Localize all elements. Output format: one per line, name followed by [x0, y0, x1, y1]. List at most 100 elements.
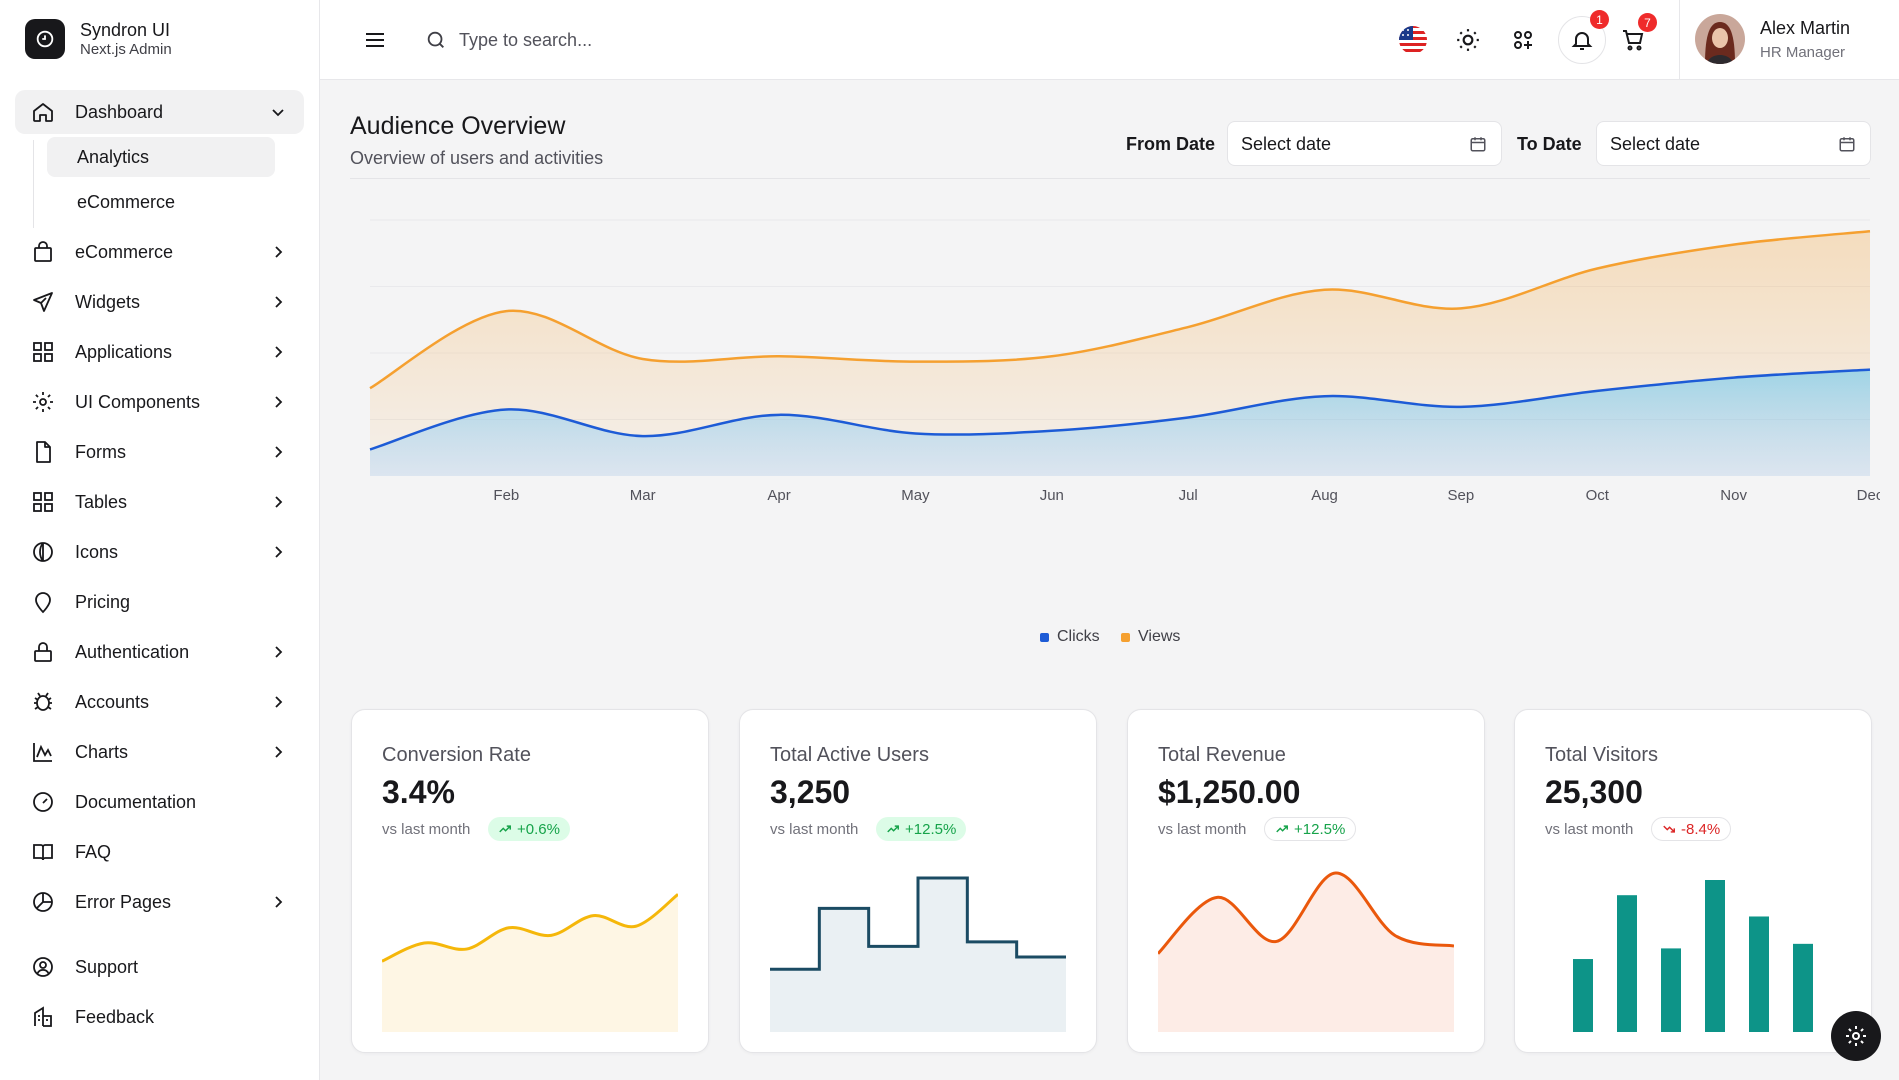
sidebar-subitem-ecommerce[interactable]: eCommerce	[77, 191, 176, 212]
gauge-icon	[33, 792, 53, 812]
sidebar-item-feedback[interactable]: Feedback	[15, 995, 304, 1039]
legend-item-clicks[interactable]: Clicks	[1040, 628, 1100, 646]
table-grid-icon	[33, 492, 53, 512]
sidebar-item-applications[interactable]: Applications	[15, 330, 304, 374]
chevron-right-icon	[275, 396, 283, 408]
sidebar-item-forms[interactable]: Forms	[15, 430, 304, 474]
from-date-picker[interactable]: Select date	[1227, 121, 1502, 166]
chevron-right-icon	[275, 646, 283, 658]
sidebar-item-faq[interactable]: FAQ	[15, 830, 304, 874]
from-date-label: From Date	[1126, 134, 1216, 154]
menu-toggle-button[interactable]	[355, 20, 395, 60]
bar	[1749, 916, 1769, 1032]
search-input[interactable]	[459, 29, 799, 51]
sidebar-item-label: Accounts	[75, 691, 150, 712]
bell-icon	[1571, 32, 1593, 50]
line-chart-icon	[33, 743, 52, 762]
x-tick-label: Dec	[1857, 487, 1880, 504]
section-divider	[350, 178, 1870, 179]
stat-title: Conversion Rate	[382, 744, 531, 766]
user-name: Alex Martin	[1760, 18, 1851, 38]
calendar-icon	[1470, 137, 1486, 152]
stat-card-active-users: Total Active Users 3,250 vs last month +…	[739, 709, 1097, 1053]
sidebar-item-support[interactable]: Support	[15, 945, 304, 989]
settings-fab-button[interactable]	[1831, 1011, 1881, 1061]
theme-toggle-button[interactable]	[1448, 20, 1488, 60]
legend-swatch	[1040, 632, 1049, 642]
sidebar-item-authentication[interactable]: Authentication	[15, 630, 304, 674]
sidebar-item-tables[interactable]: Tables	[15, 480, 304, 524]
stat-card-conversion-rate: Conversion Rate 3.4% vs last month +0.6%	[351, 709, 709, 1053]
sidebar-item-ecommerce[interactable]: eCommerce	[15, 230, 304, 274]
stat-change-value: +12.5%	[1294, 820, 1346, 838]
user-profile-menu[interactable]: Alex Martin HR Manager	[1679, 0, 1899, 80]
bar-chart	[1573, 880, 1813, 1032]
bar	[1705, 880, 1725, 1032]
notifications-badge: 1	[1590, 10, 1609, 29]
legend-item-views[interactable]: Views	[1121, 628, 1180, 646]
search-bar	[425, 24, 825, 56]
sidebar-item-label: Error Pages	[75, 891, 172, 912]
legend-label: Views	[1138, 628, 1181, 645]
language-button[interactable]	[1393, 20, 1433, 60]
stat-change-badge: +0.6%	[488, 817, 570, 841]
sidebar-item-widgets[interactable]: Widgets	[15, 280, 304, 324]
chevron-right-icon	[275, 696, 283, 708]
file-icon	[36, 441, 51, 463]
sidebar-item-documentation[interactable]: Documentation	[15, 780, 304, 824]
cart-button[interactable]: 7	[1613, 13, 1657, 60]
apps-icon	[1514, 31, 1532, 49]
avatar	[1695, 14, 1745, 64]
sidebar-item-pricing[interactable]: Pricing	[15, 580, 304, 624]
sparkline-chart	[1158, 871, 1454, 1032]
sidebar-item-label: Dashboard	[75, 101, 164, 122]
stat-change-value: +0.6%	[517, 820, 560, 838]
sidebar-subitem-analytics[interactable]: Analytics	[47, 137, 275, 177]
stat-value: 25,300	[1545, 774, 1643, 810]
sidebar-item-icons[interactable]: Icons	[15, 530, 304, 574]
shopping-bag-icon	[34, 241, 52, 262]
sidebar-item-accounts[interactable]: Accounts	[15, 680, 304, 724]
notifications-button[interactable]: 1	[1558, 10, 1609, 64]
x-tick-label: Oct	[1586, 487, 1610, 504]
sidebar-item-label: Authentication	[75, 641, 190, 662]
sidebar-item-dashboard[interactable]: Dashboard	[15, 90, 304, 134]
user-circle-icon	[33, 957, 53, 977]
sidebar-item-label: Documentation	[75, 791, 197, 812]
stat-value: $1,250.00	[1158, 774, 1301, 810]
sidebar-item-label: UI Components	[75, 391, 201, 412]
bar	[1661, 948, 1681, 1032]
brand[interactable]: Syndron UI Next.js Admin	[25, 19, 172, 59]
cart-badge: 7	[1638, 13, 1657, 32]
submenu-divider	[33, 140, 34, 228]
sidebar-item-ui-components[interactable]: UI Components	[15, 380, 304, 424]
stat-change-value: -8.4%	[1681, 820, 1721, 838]
legend-swatch	[1121, 632, 1130, 642]
chevron-right-icon	[275, 896, 283, 908]
sidebar-item-label: Tables	[75, 491, 128, 512]
from-date-value: Select date	[1241, 134, 1332, 154]
step-area-chart	[770, 876, 1066, 1032]
audience-area-chart: Feb Mar Apr May Jun Jul Aug Sep Oct Nov Dec	[369, 219, 1880, 504]
cart-icon	[1623, 30, 1644, 51]
apps-button[interactable]	[1503, 20, 1543, 60]
sidebar-item-error-pages[interactable]: Error Pages	[15, 880, 304, 924]
bar	[1573, 959, 1593, 1032]
search-icon	[427, 31, 444, 48]
map-pin-icon	[35, 592, 51, 614]
sparkline-line	[1158, 871, 1454, 955]
chevron-right-icon	[275, 546, 283, 558]
x-tick-label: Nov	[1720, 487, 1747, 504]
chevron-right-icon	[275, 246, 283, 258]
sidebar-item-label: Forms	[75, 441, 126, 462]
bug-icon	[34, 692, 52, 711]
series-line-views	[369, 230, 1871, 390]
sidebar-item-label: Applications	[75, 341, 173, 362]
x-tick-label: Apr	[767, 487, 790, 504]
sidebar-item-charts[interactable]: Charts	[15, 730, 304, 774]
chevron-right-icon	[275, 346, 283, 358]
to-date-picker[interactable]: Select date	[1596, 121, 1871, 166]
leaf-icon	[33, 542, 53, 562]
page-title: Audience Overview	[350, 112, 566, 140]
gear-icon	[1846, 1026, 1866, 1046]
